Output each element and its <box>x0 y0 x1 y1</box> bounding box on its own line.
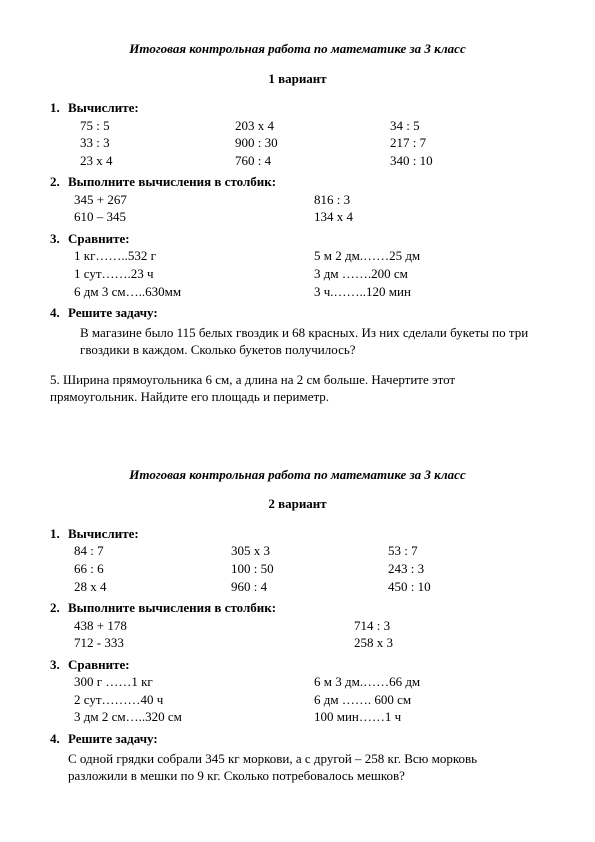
cell: 217 : 7 <box>390 134 545 152</box>
cell: 100 мин……1 ч <box>314 708 545 726</box>
task5-text: 5. Ширина прямоугольника 6 см, а длина н… <box>50 371 545 406</box>
cell: 960 : 4 <box>231 578 388 596</box>
cell: 5 м 2 дм.……25 дм <box>314 247 545 265</box>
task1b-title: Вычислите: <box>68 526 139 541</box>
task1-row1: 75 : 5 203 х 4 34 : 5 <box>50 117 545 135</box>
task1-row2: 33 : 3 900 : 30 217 : 7 <box>50 134 545 152</box>
cell: 6 м 3 дм.……66 дм <box>314 673 545 691</box>
task1b-row2: 66 : 6 100 : 50 243 : 3 <box>50 560 545 578</box>
cell: 243 : 3 <box>388 560 545 578</box>
cell: 1 сут…….23 ч <box>74 265 314 283</box>
task3-row1: 1 кг……..532 г 5 м 2 дм.……25 дм <box>50 247 545 265</box>
variant-2-label: 2 вариант <box>50 495 545 513</box>
task3-title: Сравните: <box>68 231 130 246</box>
task2-head: 2.Выполните вычисления в столбик: <box>50 173 545 191</box>
cell: 2 сут………40 ч <box>74 691 314 709</box>
cell: 610 – 345 <box>74 208 314 226</box>
spacer <box>50 406 545 466</box>
cell: 438 + 178 <box>74 617 354 635</box>
task1-row3: 23 х 4 760 : 4 340 : 10 <box>50 152 545 170</box>
task4-text: В магазине было 115 белых гвоздик и 68 к… <box>50 324 545 359</box>
variant-1-label: 1 вариант <box>50 70 545 88</box>
cell: 340 : 10 <box>390 152 545 170</box>
task1b-head: 1.Вычислите: <box>50 525 545 543</box>
cell: 816 : 3 <box>314 191 545 209</box>
cell: 258 х 3 <box>354 634 545 652</box>
task4b-text: С одной грядки собрали 345 кг моркови, а… <box>50 750 545 785</box>
task2-title: Выполните вычисления в столбик: <box>68 174 276 189</box>
cell: 450 : 10 <box>388 578 545 596</box>
cell: 6 дм 3 см…..630мм <box>74 283 314 301</box>
task1-title: Вычислите: <box>68 100 139 115</box>
cell: 23 х 4 <box>80 152 235 170</box>
cell: 3 ч.……..120 мин <box>314 283 545 301</box>
cell: 75 : 5 <box>80 117 235 135</box>
cell: 134 х 4 <box>314 208 545 226</box>
task2b-title: Выполните вычисления в столбик: <box>68 600 276 615</box>
cell: 300 г ……1 кг <box>74 673 314 691</box>
task4b-head: 4.Решите задачу: <box>50 730 545 748</box>
title-2: Итоговая контрольная работа по математик… <box>50 466 545 484</box>
task3-row3: 6 дм 3 см…..630мм 3 ч.……..120 мин <box>50 283 545 301</box>
task1b-row1: 84 : 7 305 х 3 53 : 7 <box>50 542 545 560</box>
task3-head: 3.Сравните: <box>50 230 545 248</box>
cell: 1 кг……..532 г <box>74 247 314 265</box>
cell: 6 дм ……. 600 см <box>314 691 545 709</box>
task2-row2: 610 – 345 134 х 4 <box>50 208 545 226</box>
task4b-title: Решите задачу: <box>68 731 158 746</box>
task2b-row2: 712 - 333 258 х 3 <box>50 634 545 652</box>
task3b-row3: 3 дм 2 см…..320 см 100 мин……1 ч <box>50 708 545 726</box>
cell: 3 дм …….200 см <box>314 265 545 283</box>
variant-1-block: Итоговая контрольная работа по математик… <box>50 40 545 406</box>
variant-2-block: Итоговая контрольная работа по математик… <box>50 466 545 785</box>
task4-head: 4.Решите задачу: <box>50 304 545 322</box>
cell: 712 - 333 <box>74 634 354 652</box>
cell: 34 : 5 <box>390 117 545 135</box>
task3b-row2: 2 сут………40 ч 6 дм ……. 600 см <box>50 691 545 709</box>
cell: 760 : 4 <box>235 152 390 170</box>
task3b-title: Сравните: <box>68 657 130 672</box>
cell: 28 х 4 <box>74 578 231 596</box>
task2b-head: 2.Выполните вычисления в столбик: <box>50 599 545 617</box>
task3b-row1: 300 г ……1 кг 6 м 3 дм.……66 дм <box>50 673 545 691</box>
cell: 84 : 7 <box>74 542 231 560</box>
cell: 203 х 4 <box>235 117 390 135</box>
cell: 100 : 50 <box>231 560 388 578</box>
task3b-head: 3.Сравните: <box>50 656 545 674</box>
cell: 900 : 30 <box>235 134 390 152</box>
cell: 66 : 6 <box>74 560 231 578</box>
cell: 33 : 3 <box>80 134 235 152</box>
cell: 53 : 7 <box>388 542 545 560</box>
title-1: Итоговая контрольная работа по математик… <box>50 40 545 58</box>
cell: 305 х 3 <box>231 542 388 560</box>
task2b-row1: 438 + 178 714 : 3 <box>50 617 545 635</box>
task1-head: 1.Вычислите: <box>50 99 545 117</box>
cell: 3 дм 2 см…..320 см <box>74 708 314 726</box>
task3-row2: 1 сут…….23 ч 3 дм …….200 см <box>50 265 545 283</box>
task4-title: Решите задачу: <box>68 305 158 320</box>
task1b-row3: 28 х 4 960 : 4 450 : 10 <box>50 578 545 596</box>
cell: 345 + 267 <box>74 191 314 209</box>
cell: 714 : 3 <box>354 617 545 635</box>
task2-row1: 345 + 267 816 : 3 <box>50 191 545 209</box>
